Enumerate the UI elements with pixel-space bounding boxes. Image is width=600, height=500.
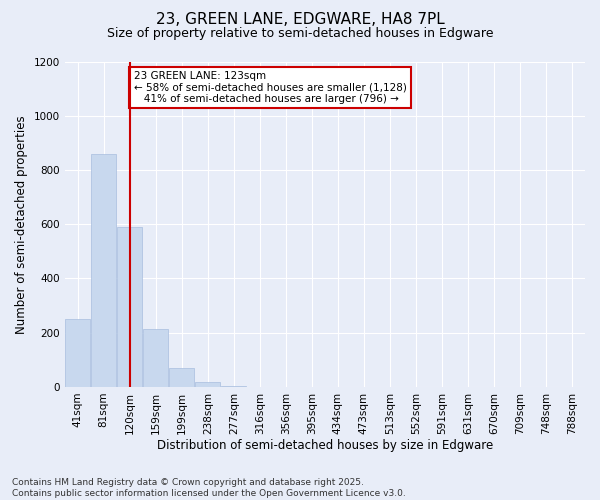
Bar: [169, 368, 194, 387]
Bar: [91, 154, 116, 387]
X-axis label: Distribution of semi-detached houses by size in Edgware: Distribution of semi-detached houses by …: [157, 440, 493, 452]
Text: Contains HM Land Registry data © Crown copyright and database right 2025.
Contai: Contains HM Land Registry data © Crown c…: [12, 478, 406, 498]
Bar: [143, 328, 168, 387]
Y-axis label: Number of semi-detached properties: Number of semi-detached properties: [15, 115, 28, 334]
Bar: [118, 227, 142, 387]
Text: 23 GREEN LANE: 123sqm
← 58% of semi-detached houses are smaller (1,128)
   41% o: 23 GREEN LANE: 123sqm ← 58% of semi-deta…: [134, 71, 406, 104]
Bar: [221, 386, 246, 387]
Bar: [65, 319, 90, 387]
Text: Size of property relative to semi-detached houses in Edgware: Size of property relative to semi-detach…: [107, 28, 493, 40]
Bar: [196, 382, 220, 387]
Text: 23, GREEN LANE, EDGWARE, HA8 7PL: 23, GREEN LANE, EDGWARE, HA8 7PL: [155, 12, 445, 28]
